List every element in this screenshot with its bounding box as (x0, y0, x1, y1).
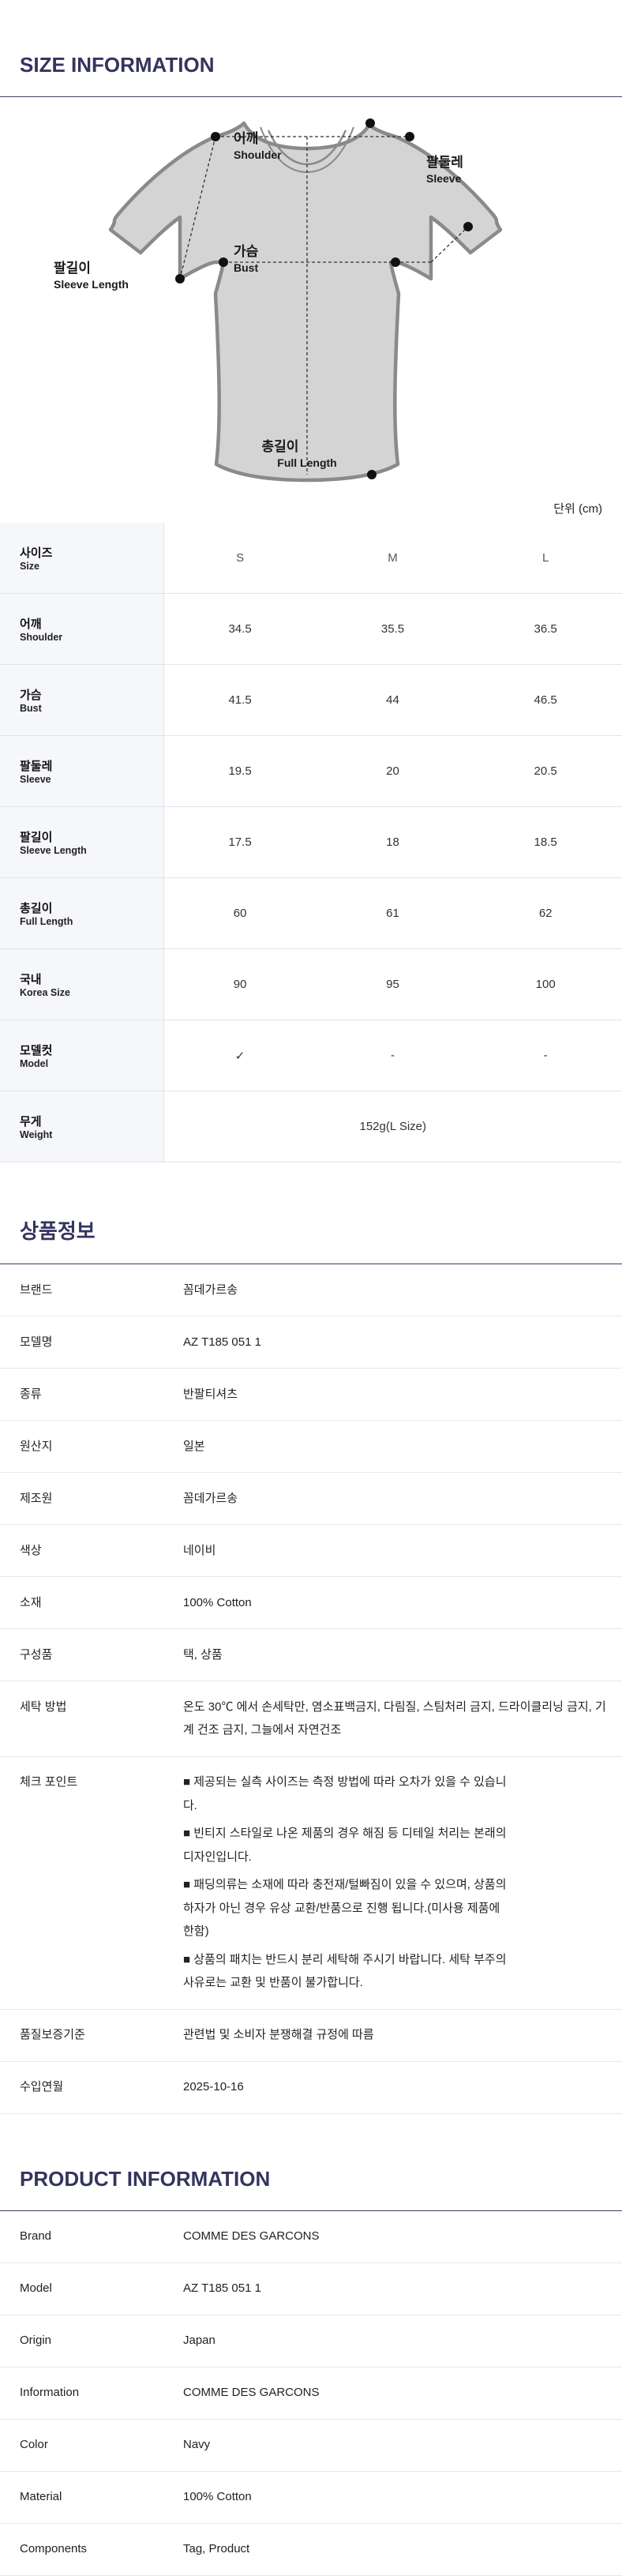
svg-text:총길이: 총길이 (262, 439, 299, 454)
svg-text:팔둘레: 팔둘레 (426, 155, 463, 170)
svg-text:Sleeve: Sleeve (426, 172, 462, 185)
svg-text:팔길이: 팔길이 (54, 261, 91, 276)
svg-text:Sleeve Length: Sleeve Length (54, 278, 129, 291)
svg-text:Bust: Bust (234, 261, 258, 274)
svg-text:어깨: 어깨 (234, 131, 258, 146)
svg-text:가슴: 가슴 (234, 244, 259, 259)
svg-text:Full Length: Full Length (277, 456, 336, 469)
svg-text:Shoulder: Shoulder (234, 148, 282, 161)
